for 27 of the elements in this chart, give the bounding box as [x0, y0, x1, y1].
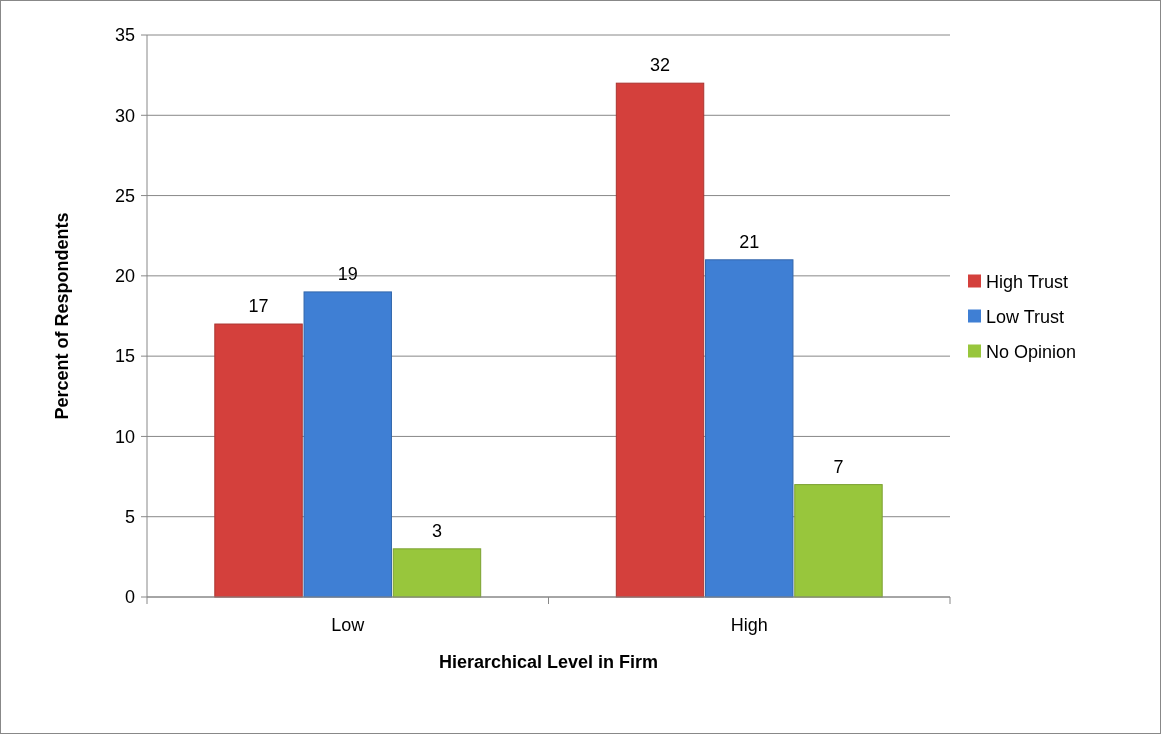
- data-label: 32: [650, 55, 671, 76]
- y-tick-label: 35: [114, 25, 135, 46]
- legend-label: No Opinion: [986, 341, 1077, 362]
- y-tick-label: 5: [124, 507, 135, 528]
- y-tick-label: 25: [114, 185, 135, 206]
- legend-label: Low Trust: [986, 306, 1065, 327]
- y-axis-title: Percent of Respondents: [52, 212, 72, 420]
- data-label: 21: [739, 231, 760, 252]
- bar: [705, 259, 794, 598]
- data-label: 3: [431, 520, 442, 541]
- y-tick-label: 15: [114, 346, 135, 367]
- y-tick-label: 30: [114, 105, 135, 126]
- bar: [303, 291, 392, 598]
- bar: [392, 548, 482, 598]
- y-tick-label: 10: [114, 426, 135, 447]
- data-label: 19: [337, 263, 358, 284]
- x-axis-title: Hierarchical Level in Firm: [438, 652, 659, 672]
- data-label: 17: [248, 296, 269, 317]
- bar: [615, 82, 705, 598]
- x-tick-label: High: [730, 615, 768, 636]
- legend-label: High Trust: [986, 271, 1069, 292]
- y-tick-label: 0: [124, 587, 135, 608]
- data-label: 7: [833, 456, 844, 477]
- x-tick-label: Low: [331, 615, 366, 636]
- bar: [794, 484, 883, 598]
- y-tick-label: 20: [114, 266, 135, 287]
- bar: [214, 323, 303, 598]
